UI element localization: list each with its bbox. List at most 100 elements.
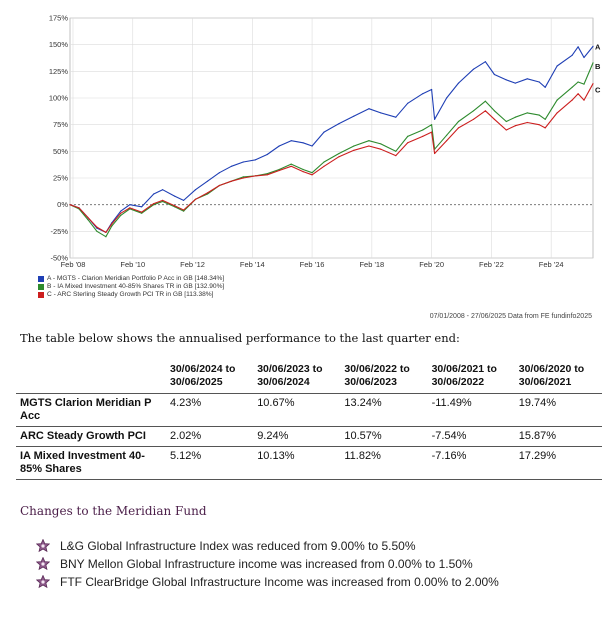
data-point bbox=[141, 206, 143, 208]
row-fund-name: MGTS Clarion Meridian P Acc bbox=[16, 393, 166, 427]
data-point bbox=[556, 99, 558, 101]
data-point bbox=[194, 198, 197, 200]
data-point bbox=[446, 134, 448, 136]
change-text: L&G Global Infrastructure Index was redu… bbox=[60, 539, 416, 553]
table-row: MGTS Clarion Meridian P Acc 4.23% 10.67%… bbox=[16, 393, 602, 427]
data-point bbox=[592, 45, 594, 48]
data-point bbox=[571, 99, 573, 101]
data-point bbox=[242, 161, 244, 163]
data-point bbox=[323, 165, 325, 167]
x-tick-label: Feb '22 bbox=[479, 260, 504, 269]
data-point bbox=[472, 68, 475, 70]
data-point bbox=[278, 145, 280, 147]
row-value: 4.23% bbox=[166, 393, 254, 427]
table-intro-text: The table below shows the annualised per… bbox=[20, 331, 460, 345]
row-value: 17.29% bbox=[514, 446, 602, 480]
legend-label-b: B - IA Mixed Investment 40-85% Shares TR… bbox=[47, 283, 225, 290]
data-point bbox=[380, 143, 382, 145]
data-point bbox=[571, 86, 573, 88]
chart-series bbox=[69, 45, 594, 238]
y-tick-label: 150% bbox=[49, 40, 69, 49]
data-point bbox=[311, 145, 313, 147]
table-row: IA Mixed Investment 40-85% Shares 5.12% … bbox=[16, 446, 602, 480]
data-point bbox=[538, 124, 540, 126]
data-point bbox=[311, 174, 313, 176]
data-point bbox=[505, 79, 507, 81]
y-tick-label: 175% bbox=[49, 14, 69, 23]
data-point bbox=[484, 110, 486, 112]
data-point bbox=[141, 212, 143, 214]
data-point bbox=[583, 56, 585, 59]
performance-chart: -50% -25% 0% 25% 50% 75% 100% 125% 150% 175% Feb '… bbox=[49, 14, 601, 270]
data-point bbox=[577, 81, 579, 83]
data-point bbox=[120, 210, 122, 212]
data-point bbox=[556, 112, 558, 114]
data-point bbox=[278, 169, 280, 172]
list-item: L&G Global Infrastructure Index was redu… bbox=[36, 538, 576, 555]
performance-table: 30/06/2024 to 30/06/2025 30/06/2023 to 3… bbox=[16, 360, 602, 480]
data-point bbox=[206, 192, 209, 194]
data-point bbox=[141, 211, 143, 213]
header-period-3: 30/06/2022 to 30/06/2023 bbox=[344, 363, 410, 388]
flower-bullet-icon bbox=[36, 557, 50, 571]
data-point bbox=[87, 219, 89, 221]
data-point bbox=[323, 131, 325, 133]
data-point bbox=[353, 149, 355, 151]
data-point bbox=[266, 153, 268, 156]
row-value: 19.74% bbox=[514, 393, 602, 427]
data-point bbox=[338, 152, 340, 155]
source-note: 07/01/2008 - 27/06/2025 Data from FE fun… bbox=[429, 313, 592, 320]
data-point bbox=[526, 112, 528, 114]
data-point bbox=[407, 142, 409, 144]
data-point bbox=[206, 193, 209, 195]
data-point bbox=[129, 207, 131, 209]
row-value: 13.24% bbox=[340, 393, 428, 427]
data-point bbox=[407, 135, 409, 137]
data-point bbox=[583, 99, 585, 101]
data-point bbox=[120, 212, 122, 214]
data-point bbox=[493, 118, 495, 120]
legend-label-c: C - ARC Sterling Steady Growth PCI TR in… bbox=[47, 291, 214, 298]
data-point bbox=[290, 163, 292, 165]
data-point bbox=[153, 193, 155, 195]
data-point bbox=[266, 174, 268, 176]
data-point bbox=[218, 172, 220, 174]
data-point bbox=[592, 62, 594, 64]
legend-swatch-b bbox=[38, 284, 44, 290]
data-point bbox=[380, 112, 382, 114]
data-point bbox=[472, 110, 475, 112]
data-point bbox=[174, 205, 176, 207]
row-value: -11.49% bbox=[427, 393, 515, 427]
data-point bbox=[69, 204, 71, 206]
legend-swatch-c bbox=[38, 292, 44, 298]
legend-label-a: A - MGTS - Clarion Meridian Portfolio P … bbox=[47, 275, 225, 282]
data-point bbox=[111, 223, 113, 225]
y-tick-label: -25% bbox=[50, 227, 68, 236]
row-value: 10.57% bbox=[340, 426, 428, 447]
data-point bbox=[206, 180, 209, 182]
data-point bbox=[230, 165, 232, 167]
data-point bbox=[278, 168, 280, 171]
data-point bbox=[254, 175, 256, 177]
data-point bbox=[472, 118, 475, 120]
row-value: 10.13% bbox=[253, 446, 341, 480]
chart-legend: A - MGTS - Clarion Meridian Portfolio P … bbox=[38, 275, 224, 299]
list-item: FTF ClearBridge Global Infrastructure In… bbox=[36, 574, 576, 591]
data-point bbox=[153, 203, 155, 205]
row-value: 10.67% bbox=[253, 393, 341, 427]
row-value: 15.87% bbox=[514, 426, 602, 447]
data-point bbox=[174, 206, 176, 208]
data-point bbox=[493, 73, 495, 76]
x-tick-label: Feb '12 bbox=[180, 260, 205, 269]
data-point bbox=[302, 168, 304, 171]
header-period-5: 30/06/2020 to 30/06/2021 bbox=[518, 363, 585, 388]
y-tick-label: 50% bbox=[53, 147, 68, 156]
x-tick-label: Feb '24 bbox=[539, 260, 564, 269]
data-point bbox=[162, 200, 164, 203]
data-point bbox=[105, 236, 107, 238]
data-point bbox=[395, 155, 397, 157]
data-point bbox=[353, 145, 355, 147]
header-period-4: 30/06/2021 to 30/06/2022 bbox=[431, 363, 497, 388]
header-period-2: 30/06/2023 to 30/06/2024 bbox=[257, 363, 323, 388]
data-point bbox=[183, 199, 185, 201]
